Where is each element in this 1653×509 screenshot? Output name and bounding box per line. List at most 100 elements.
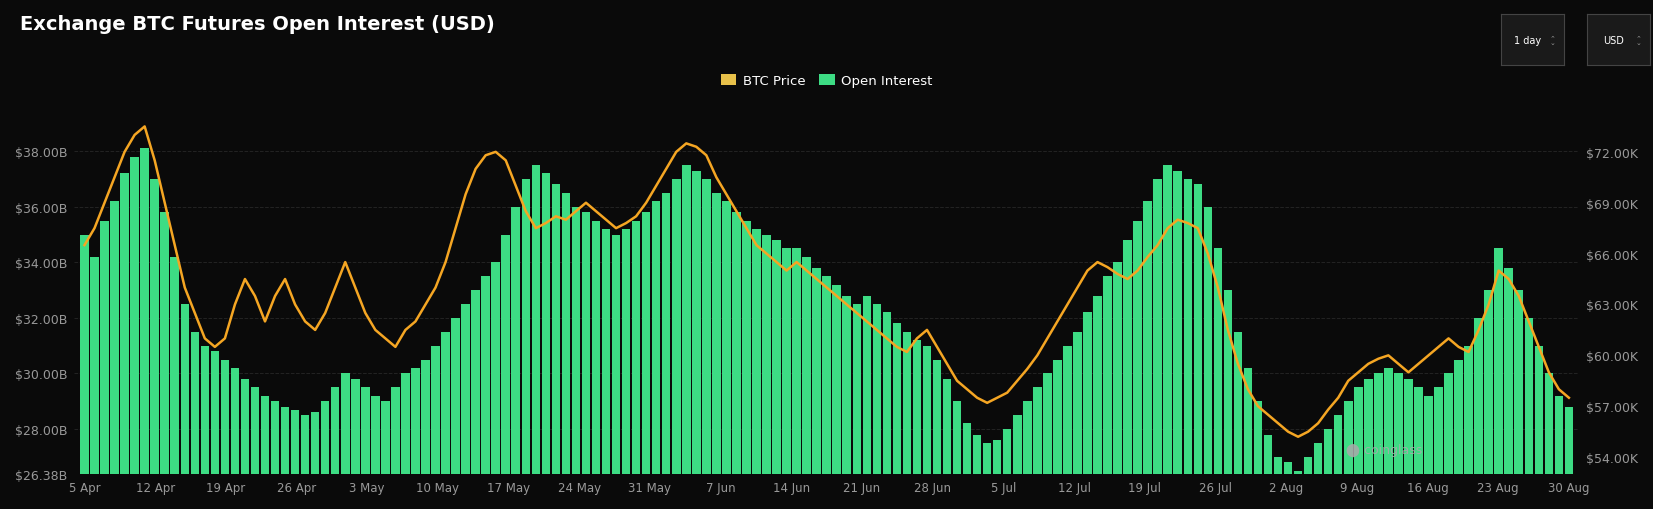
Bar bbox=[1445, 374, 1453, 509]
Bar bbox=[360, 387, 370, 509]
Bar bbox=[131, 157, 139, 509]
Bar bbox=[703, 180, 711, 509]
Bar bbox=[1213, 249, 1222, 509]
Bar bbox=[922, 346, 931, 509]
Bar bbox=[1154, 180, 1162, 509]
Bar bbox=[932, 360, 941, 509]
Bar bbox=[200, 346, 208, 509]
Bar bbox=[461, 304, 469, 509]
Bar bbox=[1193, 185, 1202, 509]
Bar bbox=[1324, 429, 1332, 509]
Bar bbox=[190, 332, 198, 509]
Bar bbox=[1474, 318, 1483, 509]
Bar bbox=[422, 360, 430, 509]
Text: ⌃
⌄: ⌃ ⌄ bbox=[1549, 35, 1555, 46]
Bar bbox=[1374, 374, 1382, 509]
Bar bbox=[501, 235, 511, 509]
Bar bbox=[1415, 387, 1423, 509]
Bar bbox=[220, 360, 230, 509]
Bar bbox=[251, 387, 260, 509]
Bar bbox=[693, 171, 701, 509]
Bar bbox=[1033, 387, 1041, 509]
Bar bbox=[1003, 429, 1012, 509]
Bar bbox=[772, 241, 780, 509]
Bar bbox=[542, 174, 550, 509]
Bar bbox=[150, 180, 159, 509]
Bar bbox=[350, 379, 360, 509]
Bar bbox=[1393, 374, 1403, 509]
Bar bbox=[101, 221, 109, 509]
Bar bbox=[592, 221, 600, 509]
Bar bbox=[631, 221, 640, 509]
Bar bbox=[893, 324, 901, 509]
Bar bbox=[802, 257, 812, 509]
Bar bbox=[1514, 291, 1522, 509]
Bar bbox=[402, 374, 410, 509]
Bar bbox=[341, 374, 349, 509]
Bar bbox=[1144, 202, 1152, 509]
Bar bbox=[491, 263, 499, 509]
Bar bbox=[471, 291, 479, 509]
Bar bbox=[1043, 374, 1051, 509]
Bar bbox=[1093, 296, 1103, 509]
Bar bbox=[331, 387, 339, 509]
Bar bbox=[952, 402, 962, 509]
Bar bbox=[1484, 291, 1493, 509]
Bar bbox=[974, 435, 982, 509]
Bar bbox=[180, 304, 188, 509]
Bar bbox=[562, 193, 570, 509]
Bar bbox=[1274, 457, 1283, 509]
Bar bbox=[1184, 180, 1192, 509]
Bar bbox=[1174, 171, 1182, 509]
Bar bbox=[370, 396, 380, 509]
Bar bbox=[903, 332, 911, 509]
Bar bbox=[1494, 249, 1503, 509]
Text: ⬤ coinglass: ⬤ coinglass bbox=[1346, 443, 1422, 456]
Bar bbox=[522, 180, 531, 509]
Bar bbox=[1112, 263, 1122, 509]
Bar bbox=[1243, 368, 1253, 509]
Bar bbox=[873, 304, 881, 509]
Bar bbox=[843, 296, 851, 509]
Bar bbox=[641, 213, 650, 509]
Bar bbox=[1534, 346, 1542, 509]
Bar bbox=[281, 407, 289, 509]
Bar bbox=[552, 185, 560, 509]
Bar bbox=[1284, 463, 1293, 509]
Bar bbox=[412, 368, 420, 509]
Bar bbox=[1565, 407, 1574, 509]
Bar bbox=[1063, 346, 1071, 509]
Bar bbox=[1435, 387, 1443, 509]
Text: ⌃
⌄: ⌃ ⌄ bbox=[1635, 35, 1641, 46]
Bar bbox=[1103, 277, 1112, 509]
Bar bbox=[683, 166, 691, 509]
Bar bbox=[1524, 318, 1532, 509]
Legend: BTC Price, Open Interest: BTC Price, Open Interest bbox=[716, 70, 937, 93]
Bar bbox=[1134, 221, 1142, 509]
Bar bbox=[1504, 268, 1512, 509]
Bar bbox=[392, 387, 400, 509]
Bar bbox=[582, 213, 590, 509]
Bar bbox=[1203, 207, 1212, 509]
Bar bbox=[651, 202, 661, 509]
Bar bbox=[170, 257, 179, 509]
Bar bbox=[722, 202, 731, 509]
Bar bbox=[673, 180, 681, 509]
Bar bbox=[742, 221, 750, 509]
Bar bbox=[141, 149, 149, 509]
Bar bbox=[1354, 387, 1362, 509]
Bar bbox=[962, 423, 972, 509]
Bar bbox=[1073, 332, 1081, 509]
Bar bbox=[1544, 374, 1554, 509]
Bar bbox=[1455, 360, 1463, 509]
Bar bbox=[160, 213, 169, 509]
Bar bbox=[762, 235, 770, 509]
Bar bbox=[993, 440, 1002, 509]
Bar bbox=[1083, 313, 1091, 509]
Bar bbox=[823, 277, 831, 509]
Bar bbox=[1294, 471, 1303, 509]
Bar bbox=[572, 207, 580, 509]
Bar bbox=[1013, 415, 1022, 509]
Bar bbox=[1164, 166, 1172, 509]
Bar bbox=[241, 379, 250, 509]
